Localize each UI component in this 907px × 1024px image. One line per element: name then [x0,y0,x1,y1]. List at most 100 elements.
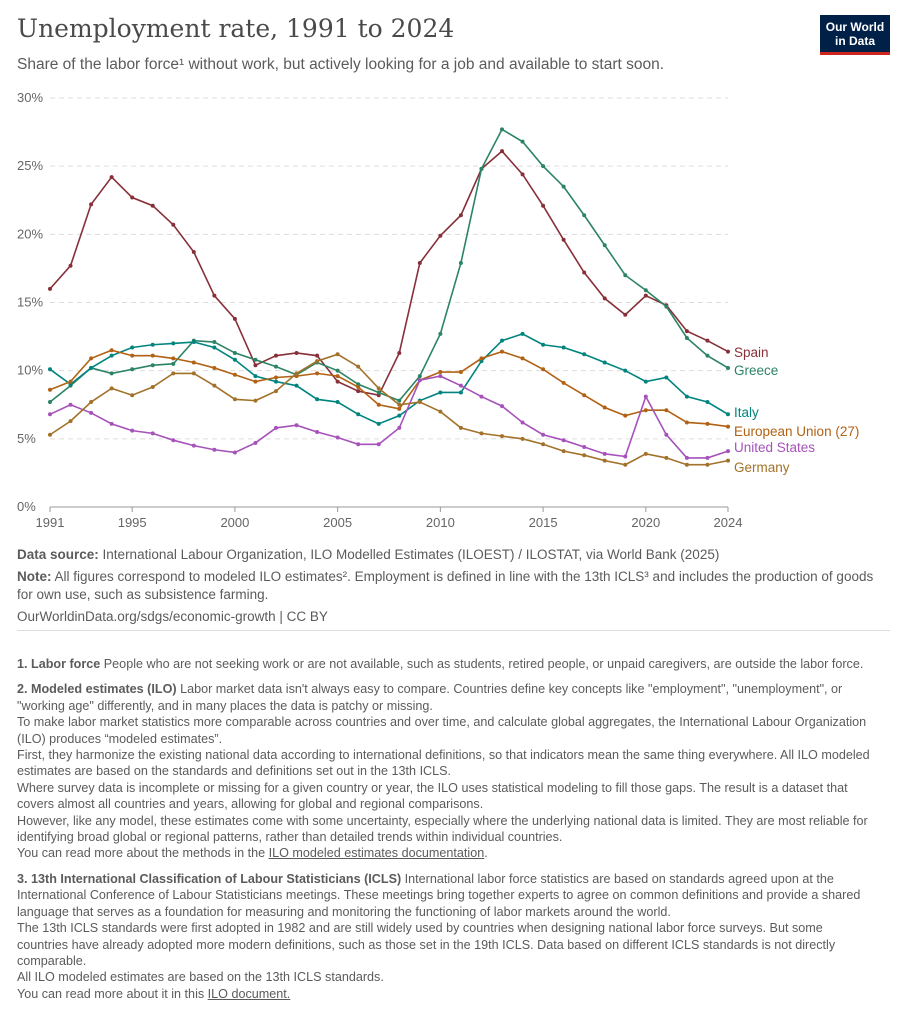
data-point [253,440,258,445]
data-point [212,447,217,452]
data-point [541,342,546,347]
data-point [643,408,648,413]
data-point [643,394,648,399]
data-point [130,353,135,358]
data-point [253,379,258,384]
data-point [500,349,504,354]
data-point [253,374,258,379]
data-point [541,203,546,208]
data-point [109,348,114,353]
data-point [315,353,320,358]
data-point [315,359,320,364]
owid-logo[interactable]: Our World in Data [820,15,890,55]
source-text: International Labour Organization, ILO M… [102,547,720,562]
data-point [684,394,689,399]
data-point [438,370,443,375]
data-point [643,451,648,456]
note2-para: However, like any model, these estimates… [17,813,868,845]
data-point [171,341,176,346]
data-point [541,367,546,372]
data-point [109,175,114,180]
data-point [458,370,463,375]
data-point [274,425,278,430]
data-point [458,390,463,395]
period: . [484,846,488,861]
note2-para: To make labor market statistics more com… [17,715,867,746]
data-point [582,445,587,450]
data-point [602,243,607,248]
data-point [335,352,340,357]
data-point [541,432,546,437]
data-point [232,372,237,377]
y-tick-label: 20% [17,226,43,241]
data-point [582,453,587,458]
data-point [376,402,381,407]
data-point [438,374,443,379]
data-point [232,357,237,362]
data-point [253,363,258,368]
y-tick-label: 10% [17,363,43,378]
note2-read-more: You can read more about the methods in t… [17,846,266,861]
data-point [479,431,484,436]
data-point [561,380,566,385]
data-point [623,462,628,467]
data-point [582,393,587,398]
data-point [89,365,94,370]
data-point [726,412,730,417]
y-tick-label: 0% [17,499,36,514]
y-tick-label: 5% [17,431,36,446]
data-point [643,293,648,298]
series-line-european-union- [49,349,729,428]
note2-para: Where survey data is incomplete or missi… [17,780,848,812]
data-point [48,387,52,392]
data-point [356,389,361,394]
data-point [623,368,628,373]
data-point [274,364,278,369]
data-point [438,233,443,238]
data-point [48,367,52,372]
data-point [623,413,628,418]
data-point [500,404,504,409]
data-point [705,353,710,358]
source-url[interactable]: OurWorldinData.org/sdgs/economic-growth … [17,609,328,624]
data-point [417,378,422,383]
data-point [109,386,114,391]
data-point [520,139,525,144]
note-label: Note: [17,569,52,584]
data-point [397,402,402,407]
x-tick-label: 2015 [529,515,558,530]
y-tick-label: 30% [17,90,43,105]
data-point [191,371,196,376]
data-point [48,432,52,437]
data-point [376,442,381,447]
data-point [191,340,196,345]
data-point [479,166,484,171]
data-point [212,345,217,350]
data-point [171,356,176,361]
data-point [356,412,361,417]
data-point [356,385,361,390]
ilo-document-link[interactable]: ILO document. [207,986,291,1001]
data-point [171,371,176,376]
data-point [335,374,340,379]
data-point [397,398,402,403]
data-point [726,449,730,454]
footnotes: 1. Labor force People who are not seekin… [17,656,877,1011]
data-point [212,365,217,370]
data-point [191,443,196,448]
note-text: All figures correspond to modeled ILO es… [17,569,874,602]
data-point [150,342,155,347]
data-point [582,352,587,357]
ilo-methods-link[interactable]: ILO modeled estimates documentation [268,846,485,861]
data-point [520,356,525,361]
data-point [458,260,463,265]
data-point [458,383,463,388]
data-point [726,458,730,463]
data-point [171,438,176,443]
data-point [315,371,320,376]
data-point [335,379,340,384]
data-point [294,383,299,388]
note2-label: 2. Modeled estimates (ILO) [17,682,177,697]
data-point [150,363,155,368]
data-point [684,329,689,334]
